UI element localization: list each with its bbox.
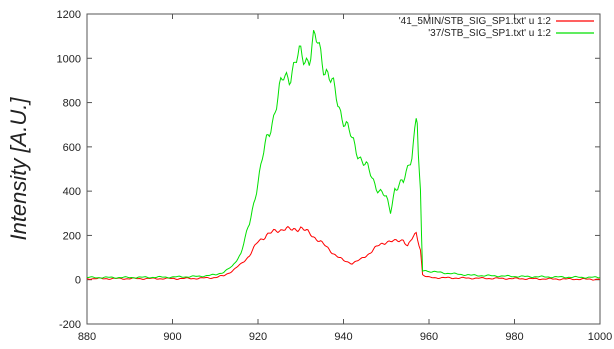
series-layer	[86, 30, 601, 281]
y-tick-label: 400	[63, 186, 81, 198]
legend-label: '37/STB_SIG_SP1.txt' u 1:2	[428, 28, 551, 39]
x-tick-label: 1000	[588, 331, 612, 343]
y-tick-label: 1000	[57, 53, 81, 65]
legend-label: '41_5MIN/STB_SIG_SP1.txt' u 1:2	[399, 16, 552, 27]
series-line-2	[86, 30, 601, 279]
legend: '41_5MIN/STB_SIG_SP1.txt' u 1:2'37/STB_S…	[399, 16, 594, 39]
x-tick-label: 880	[78, 331, 96, 343]
x-axis: 880 900 920 940 960 980 1000	[78, 14, 612, 343]
x-tick-label: 940	[334, 331, 352, 343]
y-tick-label: 600	[63, 142, 81, 154]
y-axis-label: Intensity [A.U.]	[6, 97, 31, 241]
x-tick-label: 980	[505, 331, 523, 343]
y-tick-label: 1200	[57, 9, 81, 21]
series-line-1	[86, 225, 601, 281]
y-tick-label: 0	[75, 275, 81, 287]
x-tick-label: 900	[163, 331, 181, 343]
y-tick-label: -200	[59, 319, 81, 331]
x-tick-label: 920	[249, 331, 267, 343]
y-tick-label: 200	[63, 230, 81, 242]
y-tick-label: 800	[63, 98, 81, 110]
plot-frame	[86, 13, 601, 325]
y-axis: -200 0 200 400 600 800 1000 1200	[57, 9, 600, 331]
x-tick-label: 960	[420, 331, 438, 343]
